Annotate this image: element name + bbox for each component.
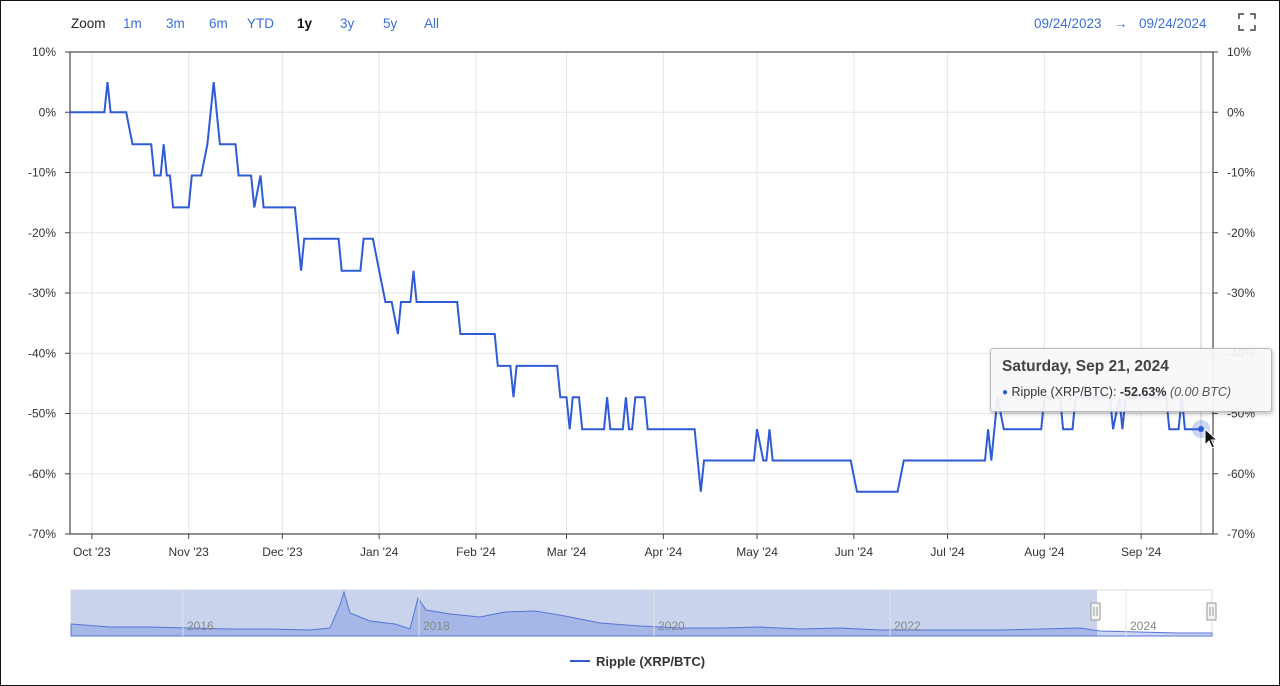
y-tick-label: -30% bbox=[1227, 286, 1255, 300]
navigator-year-label: 2024 bbox=[1130, 619, 1157, 633]
fullscreen-icon[interactable] bbox=[1238, 13, 1256, 31]
x-tick-label: Sep '24 bbox=[1121, 545, 1162, 559]
grid-lines bbox=[70, 51, 1213, 535]
x-tick-label: Apr '24 bbox=[645, 545, 683, 559]
y-tick-label: -70% bbox=[28, 527, 56, 541]
y-tick-label: -10% bbox=[28, 166, 56, 180]
y-axis-right: 10%0%-10%-20%-30%-40%-50%-60%-70% bbox=[1213, 45, 1255, 541]
legend-label: Ripple (XRP/BTC) bbox=[596, 654, 706, 669]
zoom-1m-button[interactable]: 1m bbox=[123, 16, 142, 31]
range-end-input[interactable]: 09/24/2024 bbox=[1139, 16, 1207, 31]
navigator-right-handle bbox=[1206, 602, 1217, 621]
y-tick-label: -60% bbox=[28, 467, 56, 481]
navigator-series bbox=[70, 590, 1213, 637]
range-start-input[interactable]: 09/24/2023 bbox=[1034, 16, 1102, 31]
tooltip-row: ● Ripple (XRP/BTC): -52.63% (0.00 BTC) bbox=[1002, 385, 1231, 399]
zoom-6m-button[interactable]: 6m bbox=[209, 16, 228, 31]
y-axis-left: 10% 0% -10% -20% -30% -40% -50% -60% -70% bbox=[28, 45, 70, 541]
x-tick-label: Feb '24 bbox=[456, 545, 496, 559]
y-tick-label: -40% bbox=[28, 346, 56, 360]
series-dot-icon: ● bbox=[1002, 387, 1009, 398]
legend-item-ripple[interactable]: Ripple (XRP/BTC) bbox=[570, 654, 705, 669]
y-tick-label: -50% bbox=[28, 407, 56, 421]
x-tick-label: Nov '23 bbox=[169, 545, 210, 559]
tooltip-series-label: Ripple (XRP/BTC): bbox=[1011, 385, 1120, 399]
y-tick-label: -30% bbox=[28, 286, 56, 300]
zoom-ytd-button[interactable]: YTD bbox=[247, 16, 274, 31]
y-tick-label: -20% bbox=[1227, 226, 1255, 240]
y-tick-label: -70% bbox=[1227, 527, 1255, 541]
tooltip-value: -52.63% bbox=[1119, 385, 1167, 399]
navigator-outside-mask bbox=[71, 590, 1097, 636]
range-arrow-icon: → bbox=[1114, 16, 1128, 31]
zoom-1y-button[interactable]: 1y bbox=[297, 16, 313, 31]
zoom-5y-button[interactable]: 5y bbox=[383, 16, 398, 31]
x-tick-label: Mar '24 bbox=[547, 545, 587, 559]
y-tick-label: 0% bbox=[39, 105, 57, 119]
y-tick-label: 10% bbox=[1227, 45, 1251, 59]
mouse-cursor-icon bbox=[1204, 428, 1218, 449]
zoom-label: Zoom bbox=[71, 16, 106, 31]
tooltip-date: Saturday, Sep 21, 2024 bbox=[1002, 358, 1169, 375]
y-tick-label: 10% bbox=[32, 45, 56, 59]
y-tick-label: -20% bbox=[28, 226, 56, 240]
hover-point bbox=[1198, 426, 1204, 432]
x-tick-label: Jul '24 bbox=[930, 545, 965, 559]
data-tooltip: Saturday, Sep 21, 2024 ● Ripple (XRP/BTC… bbox=[990, 348, 1272, 412]
navigator-left-handle bbox=[1090, 602, 1101, 621]
zoom-3y-button[interactable]: 3y bbox=[340, 16, 355, 31]
zoom-3m-button[interactable]: 3m bbox=[166, 16, 185, 31]
navigator-year-label: 2016 bbox=[187, 619, 214, 633]
x-tick-label: Oct '23 bbox=[73, 545, 111, 559]
x-tick-label: Dec '23 bbox=[262, 545, 303, 559]
x-tick-label: Jun '24 bbox=[835, 545, 874, 559]
legend-swatch bbox=[570, 660, 590, 662]
navigator-year-label: 2020 bbox=[658, 619, 685, 633]
y-tick-label: -10% bbox=[1227, 166, 1255, 180]
navigator-year-label: 2022 bbox=[894, 619, 921, 633]
x-tick-label: Jan '24 bbox=[360, 545, 399, 559]
tooltip-btc-value: (0.00 BTC) bbox=[1169, 385, 1232, 399]
navigator[interactable]: 2016 2018 2020 2022 2024 bbox=[70, 589, 1217, 637]
zoom-all-button[interactable]: All bbox=[424, 16, 440, 31]
series-line-ripple bbox=[70, 81, 1204, 493]
y-tick-label: -60% bbox=[1227, 467, 1255, 481]
x-tick-label: Aug '24 bbox=[1024, 545, 1065, 559]
y-tick-label: 0% bbox=[1227, 105, 1245, 119]
navigator-year-label: 2018 bbox=[423, 619, 450, 633]
x-tick-label: May '24 bbox=[736, 545, 778, 559]
x-axis: Oct '23 Nov '23 Dec '23 Jan '24 Feb '24 Mar '… bbox=[73, 534, 1162, 559]
